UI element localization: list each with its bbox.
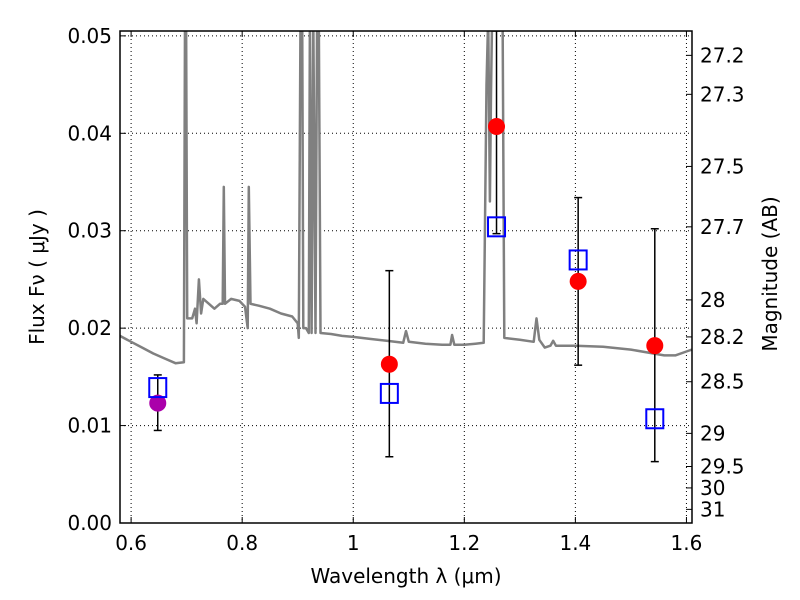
y2-tick-label: 27.3 [700,82,745,106]
y-tick-label: 0.05 [67,24,112,48]
x-tick-label: 0.8 [226,531,258,555]
data-point-circle [569,272,587,290]
y2-tick-label: 27.2 [700,43,745,67]
data-point-square [487,216,507,238]
y-tick-label: 0.01 [67,414,112,438]
data-point-circle [488,117,506,135]
data-point-circle [149,394,167,412]
y-tick-label: 0.02 [67,316,112,340]
plot-area [120,31,692,463]
y2-tick-label: 29.5 [700,454,745,478]
y2-tick-label: 28 [700,288,725,312]
x-tick-label: 0.6 [115,531,147,555]
spectrum-line [120,31,692,365]
x-tick-label: 1.4 [559,531,591,555]
y-tick-label: 0.03 [67,219,112,243]
x-tick-label: 1 [347,531,360,555]
y-tick-label: 0.00 [67,511,112,535]
data-point-circle [380,355,398,373]
y2-tick-label: 27.5 [700,154,745,178]
x-axis-title: Wavelength λ (μm) [310,564,501,588]
y2-tick-label: 28.5 [700,370,745,394]
y2-tick-label: 28.2 [700,325,745,349]
data-point-square [379,382,399,404]
y2-tick-label: 29 [700,421,725,445]
y2-tick-label: 27.7 [700,215,745,239]
data-point-circle [646,337,664,355]
data-point-square [645,408,665,430]
data-point-square [568,249,588,271]
y2-tick-label: 31 [700,497,725,521]
plot-frame [119,30,693,524]
data-point-square [148,377,168,399]
y2-axis-title: Magnitude (AB) [758,196,782,351]
x-tick-label: 1.6 [671,531,703,555]
y-tick-label: 0.04 [67,121,112,145]
y2-tick-label: 30 [700,476,725,500]
y-axis-title: Flux Fν ( μJy ) [25,209,49,345]
x-tick-label: 1.2 [448,531,480,555]
